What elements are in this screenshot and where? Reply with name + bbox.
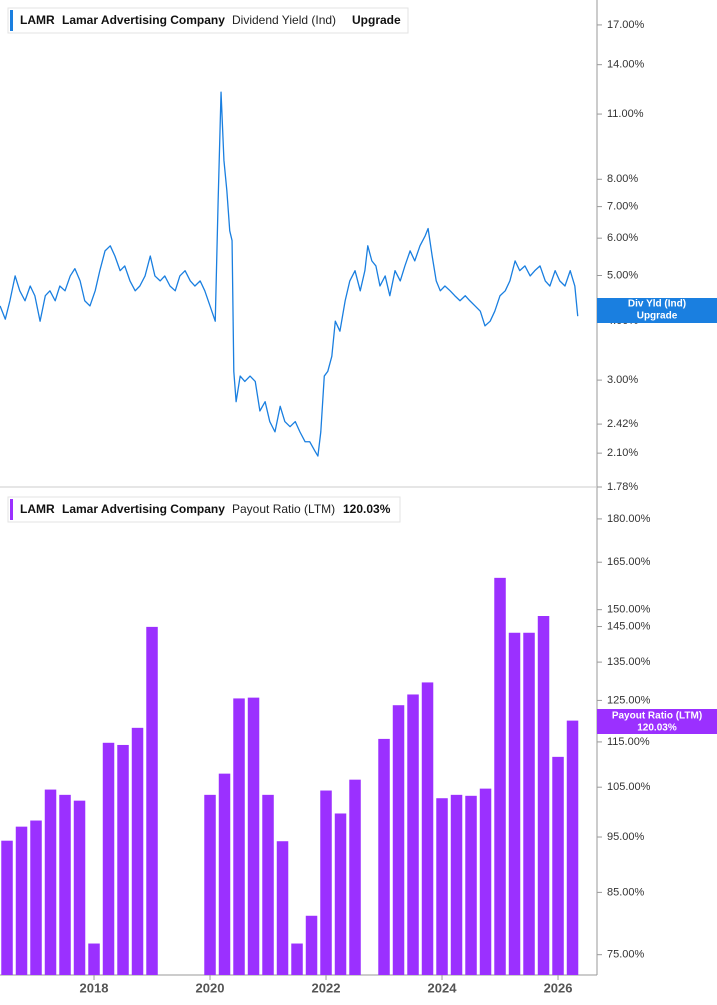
value-badge (597, 709, 717, 734)
x-tick-label: 2024 (428, 980, 458, 995)
bar (204, 794, 216, 975)
bar (566, 720, 579, 975)
plot-layer: 17.00%14.00%11.00%8.00%7.00%6.00%5.00%4.… (0, 19, 651, 995)
y-tick-label: 1.78% (607, 481, 638, 493)
badge-value: Upgrade (637, 311, 678, 322)
y-tick-label: 6.00% (607, 232, 638, 244)
bar (1, 840, 13, 975)
bar (552, 756, 564, 975)
y-tick-label: 135.00% (607, 656, 651, 668)
legend-company: Lamar Advertising Company (62, 13, 225, 27)
bar (407, 694, 419, 975)
badges: Div Yld (Ind) Upgrade Payout Ratio (LTM)… (597, 298, 717, 734)
y-tick-label: 5.00% (607, 269, 638, 281)
y-tick-label: 115.00% (607, 736, 650, 748)
y-tick-label: 14.00% (607, 59, 645, 71)
bar (218, 773, 231, 975)
bar (276, 841, 289, 975)
bar (291, 943, 303, 975)
legend-metric: Dividend Yield (Ind) (232, 13, 336, 27)
bar (131, 727, 144, 975)
value-badge (597, 298, 717, 323)
x-tick-label: 2022 (312, 980, 341, 995)
bar (59, 794, 71, 975)
legend-box (7, 7, 409, 34)
bar (378, 738, 390, 975)
bar (436, 798, 448, 975)
bar (44, 789, 57, 975)
badge-label: Payout Ratio (LTM) (612, 711, 702, 722)
bar (73, 800, 86, 975)
bar (262, 794, 274, 975)
badge-value: 120.03% (637, 723, 677, 734)
x-tick-label: 2018 (80, 980, 109, 995)
y-tick-label: 8.00% (607, 173, 638, 185)
legend-swatch (10, 499, 13, 520)
y-tick-label: 2.42% (607, 418, 638, 430)
bar (102, 742, 115, 975)
legend-value: Upgrade (352, 13, 401, 27)
badge-label: Div Yld (Ind) (628, 299, 686, 310)
bar (247, 697, 260, 975)
bar (15, 826, 28, 975)
bar (479, 788, 492, 975)
y-tick-label: 17.00% (607, 19, 645, 31)
x-tick-label: 2020 (196, 980, 225, 995)
legend-ticker: LAMR (20, 502, 55, 516)
y-tick-label: 3.00% (607, 374, 638, 386)
legend-metric: Payout Ratio (LTM) (232, 502, 335, 516)
y-tick-label: 165.00% (607, 556, 651, 568)
y-tick-label: 85.00% (607, 886, 645, 898)
bar (305, 915, 318, 975)
legend-company: Lamar Advertising Company (62, 502, 225, 516)
y-tick-label: 7.00% (607, 201, 638, 213)
y-tick-label: 180.00% (607, 513, 651, 525)
bar (537, 616, 550, 975)
legend-swatch (10, 10, 13, 31)
bar (146, 626, 158, 975)
x-tick-label: 2026 (544, 980, 573, 995)
legend-top: LAMR Lamar Advertising Company Dividend … (7, 7, 409, 34)
legend-bottom: LAMR Lamar Advertising Company Payout Ra… (7, 496, 401, 523)
y-tick-label: 105.00% (607, 781, 651, 793)
bar (450, 794, 463, 975)
bar (494, 577, 506, 975)
bar (392, 705, 405, 975)
y-tick-label: 145.00% (607, 620, 651, 632)
bar (465, 795, 477, 975)
y-tick-label: 150.00% (607, 604, 651, 616)
legend-ticker: LAMR (20, 13, 55, 27)
y-tick-label: 125.00% (607, 694, 651, 706)
y-tick-label: 95.00% (607, 831, 645, 843)
bar (233, 698, 245, 975)
line (0, 91, 579, 457)
bar (117, 744, 129, 975)
legend-box (7, 496, 401, 523)
y-tick-label: 2.10% (607, 447, 638, 459)
bar (349, 779, 361, 975)
bar (523, 632, 535, 975)
y-tick-label: 75.00% (607, 949, 645, 961)
bar (88, 943, 100, 975)
bar (30, 820, 42, 975)
bar (320, 790, 332, 975)
bar (421, 682, 434, 975)
bar (508, 632, 521, 975)
y-tick-label: 11.00% (607, 108, 644, 120)
legend-value: 120.03% (343, 502, 391, 516)
bar (334, 813, 347, 975)
